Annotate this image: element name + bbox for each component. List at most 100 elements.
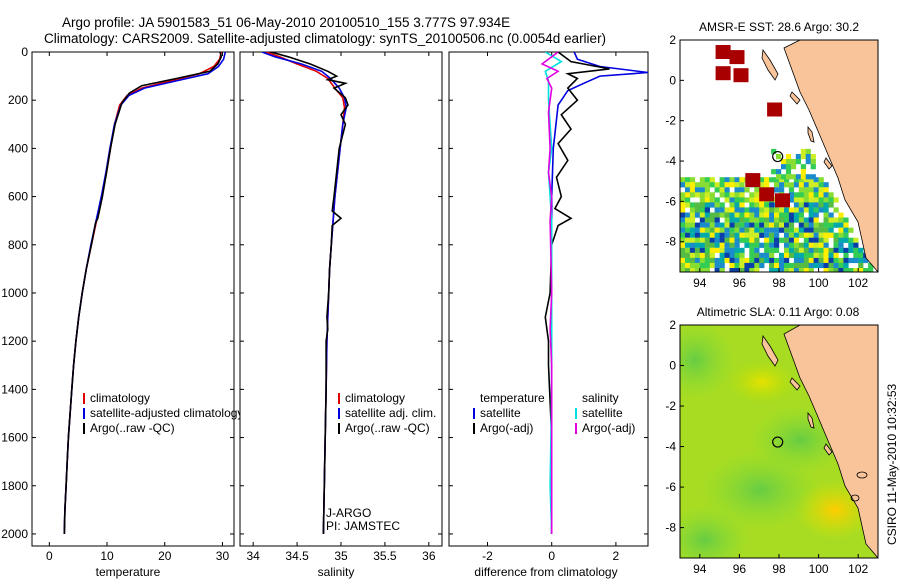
x-tick-label: 34 [246,549,260,563]
sst-cell [823,227,829,233]
sst-cell [744,197,750,203]
sst-cell [685,197,691,203]
sst-cell [823,192,829,198]
sst-cell [793,262,800,269]
sst-cell [709,262,715,269]
sst-cell [813,207,819,213]
sst-cell [704,197,710,203]
sst-cell [838,268,844,272]
sst-cell [798,268,804,272]
sst-cell [749,192,755,198]
sst-cell [774,262,780,269]
map-x-tick-label: 100 [809,276,829,290]
sst-cell [694,202,701,208]
sst-cell [689,237,696,243]
sst-cell [764,182,770,188]
sst-cell [724,232,730,238]
sst-cell [823,268,829,272]
legend-label: Argo(..raw -QC) [90,421,175,435]
sst-cell [749,262,755,269]
sst-cell [788,242,795,248]
sst-cell [729,217,735,223]
sst-cell [724,212,730,218]
jargo-label: J-ARGO [326,506,371,520]
sst-cell [699,207,705,213]
sst-cell [729,177,735,183]
sst-cell [823,237,829,243]
sst-cell [838,262,844,269]
sst-cell [699,212,705,218]
sst-cell [828,247,834,253]
sst-cell [788,237,795,243]
sst-cell [689,212,696,218]
sst-cell [868,262,874,269]
header-line2: Climatology: CARS2009. Satellite-adjuste… [44,31,606,46]
sst-cell [689,242,696,248]
sst-cell [843,247,849,253]
sst-cell [833,242,839,248]
sst-cell [843,237,849,243]
sst-cell [759,207,765,213]
sst-cell [754,257,760,264]
sst-cell [709,212,715,218]
sst-cell [764,177,770,183]
sst-cell [754,262,760,269]
sst-cell [680,177,686,183]
sst-cell [720,273,725,278]
sst-cell [709,237,715,243]
sst-cell [803,197,809,203]
sst-cell [848,247,854,253]
series-line-sal-argo [540,52,560,534]
sst-cell [779,207,785,213]
sst-cell [719,262,725,269]
sst-cell [749,222,755,228]
sst-cell [828,197,834,203]
sst-cell [789,273,794,278]
map-y-tick-label: 0 [669,359,676,373]
sst-cell [764,207,770,213]
sst-cell [788,212,795,218]
sst-cell [714,227,720,233]
sst-cell [729,247,735,253]
sst-cell [788,222,795,228]
sst-cell [709,232,715,238]
sst-cell [803,232,809,238]
sst-cell [689,202,696,208]
sst-hot-block [733,68,749,83]
sst-cell [793,177,800,183]
sst-cell [694,247,701,253]
sst-cell [709,257,715,264]
sst-cell [714,268,720,272]
x-tick-label: 0 [46,549,53,563]
sla-field [680,325,878,558]
sst-cell [719,212,725,218]
sst-cell [833,262,839,269]
sst-cell [813,252,819,258]
difference-panel: -2 0 2 temperaturesatelliteArgo(-adj)salin… [448,51,649,579]
sst-cell [694,252,701,258]
sst-cell [734,197,740,203]
sst-cell [784,252,790,258]
sst-cell [734,247,740,253]
sst-cell [680,232,686,238]
sst-cell [808,212,814,218]
sst-cell [793,207,800,213]
sst-cell [843,257,849,264]
sst-cell [685,273,690,278]
sst-cell [848,257,854,264]
sst-cell [729,257,735,264]
sst-cell [858,252,864,258]
sst-cell [754,247,760,253]
sst-cell [774,222,780,228]
y-tick-label: 1000 [1,286,28,300]
sst-cell [858,247,864,253]
sst-cell [724,252,730,258]
sst-cell [798,207,804,213]
sst-cell [749,247,755,253]
siberut-island [807,411,815,429]
sst-cell [764,273,769,278]
sst-cell [739,262,745,269]
